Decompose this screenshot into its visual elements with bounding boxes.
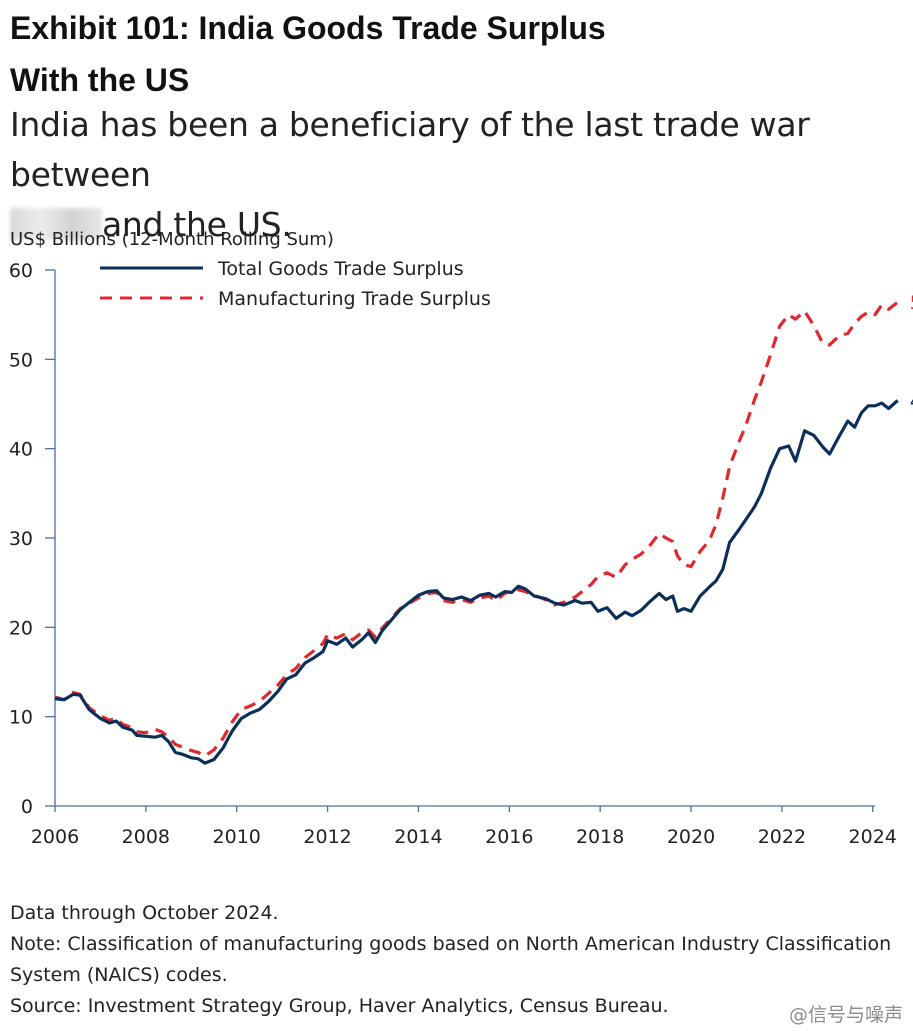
- x-tick-label: 2008: [122, 826, 170, 848]
- y-tick-label: 0: [21, 796, 33, 818]
- line-chart: US$ Billions (12-Month Rolling Sum) 0 10 2…: [9, 229, 913, 848]
- footer-source: Source: Investment Strategy Group, Haver…: [10, 995, 669, 1017]
- x-tick-label: 2024: [849, 826, 897, 848]
- y-tick-label: 20: [9, 617, 33, 639]
- y-tick-label: 30: [9, 528, 33, 550]
- y-axis-ticks: 0 10 20 30 40 50 60: [9, 260, 55, 818]
- end-label-total: 45: [910, 390, 913, 412]
- y-tick-label: 40: [9, 439, 33, 461]
- series-line-total: [54, 399, 899, 765]
- y-tick-label: 10: [9, 707, 33, 729]
- x-tick-label: 2006: [31, 826, 79, 848]
- x-tick-label: 2010: [213, 826, 261, 848]
- y-tick-label: 60: [9, 260, 33, 282]
- x-tick-label: 2014: [394, 826, 442, 848]
- redacted-blur: [10, 208, 102, 240]
- subtitle-line-1: India has been a beneficiary of the last…: [10, 105, 810, 194]
- series-line-manufacturing: [54, 300, 899, 758]
- subtitle-line-2: and the US.: [102, 205, 292, 244]
- footer-data-through: Data through October 2024.: [10, 902, 279, 924]
- end-label-manufacturing: 56: [910, 292, 913, 314]
- footer-note: Note: Classification of manufacturing go…: [10, 933, 892, 986]
- x-tick-label: 2016: [485, 826, 533, 848]
- watermark: @信号与噪声: [788, 1004, 903, 1026]
- legend-label-manufacturing: Manufacturing Trade Surplus: [218, 288, 491, 310]
- x-tick-label: 2012: [303, 826, 351, 848]
- chart-title: Exhibit 101: India Goods Trade Surplus W…: [10, 2, 900, 106]
- y-axis-title: US$ Billions (12-Month Rolling Sum): [10, 229, 334, 250]
- legend: Total Goods Trade Surplus Manufacturing …: [100, 258, 491, 310]
- chart-footer: Data through October 2024. Note: Classif…: [10, 898, 905, 1022]
- x-tick-label: 2022: [758, 826, 806, 848]
- series-layer: [54, 300, 899, 765]
- title-line-2: With the US: [10, 62, 190, 98]
- x-axis-ticks: 2006 2008 2010 2012 2014 2016 2018 2020 2022 2024: [31, 806, 897, 848]
- y-tick-label: 50: [9, 349, 33, 371]
- title-line-1: Exhibit 101: India Goods Trade Surplus: [10, 10, 606, 46]
- legend-label-total: Total Goods Trade Surplus: [217, 258, 464, 280]
- chart-subtitle: India has been a beneficiary of the last…: [10, 100, 900, 250]
- x-tick-label: 2018: [576, 826, 624, 848]
- x-tick-label: 2020: [667, 826, 715, 848]
- subtitle-line-2-wrap: and the US.: [10, 200, 900, 250]
